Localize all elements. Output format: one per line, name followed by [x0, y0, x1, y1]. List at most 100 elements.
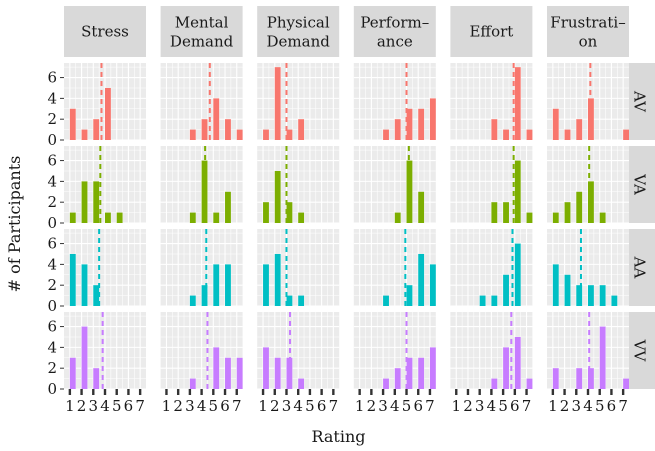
- histogram-panel: [353, 312, 436, 390]
- histogram-bar: [503, 274, 509, 306]
- histogram-bar: [429, 347, 436, 389]
- histogram-bar: [588, 181, 594, 223]
- facet-panels: [64, 63, 629, 390]
- histogram-panel: [64, 146, 146, 224]
- histogram-bar: [576, 285, 583, 306]
- histogram-bar: [503, 202, 509, 223]
- histogram-bar: [274, 170, 281, 223]
- x-tick-label: 7: [135, 397, 145, 415]
- x-tick-label: 2: [270, 397, 280, 415]
- y-tick-label: 0: [47, 380, 57, 398]
- x-tick-label: 3: [378, 397, 388, 415]
- x-tick-label: 1: [548, 397, 558, 415]
- histogram-panel: [547, 312, 629, 390]
- histogram-bar: [491, 378, 498, 389]
- histogram-bar: [105, 212, 111, 223]
- histogram-bar: [406, 285, 413, 306]
- histogram-bar: [514, 243, 521, 306]
- histogram-bar: [286, 129, 293, 140]
- x-tick-label: 4: [583, 397, 593, 415]
- y-axis-title: # of Participants: [5, 156, 24, 293]
- histogram-bar: [116, 212, 123, 223]
- histogram-bar: [236, 357, 243, 389]
- histogram-panel: [160, 146, 243, 224]
- x-tick-label: 4: [197, 397, 207, 415]
- histogram-bar: [263, 129, 269, 140]
- histogram-panel: [257, 63, 340, 141]
- histogram-bar: [491, 202, 498, 223]
- histogram-bar: [576, 368, 583, 389]
- y-tick-label: 2: [47, 193, 57, 211]
- histogram-bar: [81, 181, 88, 223]
- histogram-bar: [383, 295, 389, 306]
- histogram-panel: [257, 229, 340, 307]
- histogram-bar: [225, 191, 231, 223]
- histogram-bar: [93, 368, 100, 389]
- histogram-bar: [552, 108, 559, 140]
- histogram-panel: [353, 63, 436, 141]
- histogram-bar: [189, 295, 196, 306]
- x-tick-label: 6: [510, 397, 520, 415]
- facet-strip-top: Effort: [450, 6, 533, 57]
- histogram-bar: [491, 295, 498, 306]
- x-tick-label: 2: [77, 397, 87, 415]
- histogram-bar: [93, 285, 100, 306]
- y-tick-label: 4: [47, 338, 57, 356]
- histogram-bar: [526, 212, 533, 223]
- x-tick-label: 3: [89, 397, 99, 415]
- histogram-bar: [406, 108, 413, 140]
- histogram-bar: [564, 274, 571, 306]
- x-tick-label: 3: [282, 397, 292, 415]
- histogram-panel: [450, 229, 533, 307]
- histogram-bar: [599, 285, 606, 306]
- histogram-panel: [547, 63, 629, 141]
- y-tick-label: 6: [47, 69, 57, 87]
- histogram-bar: [274, 357, 281, 389]
- facet-strip-label: ance: [377, 33, 413, 51]
- facet-strip-label: Frustrati–: [550, 14, 625, 32]
- histogram-panel: [64, 63, 146, 141]
- histogram-bar: [576, 191, 583, 223]
- x-tick-label: 2: [560, 397, 570, 415]
- histogram-bar: [503, 347, 509, 389]
- histogram-bar: [552, 212, 559, 223]
- histogram-bar: [286, 295, 293, 306]
- histogram-bar: [93, 119, 100, 140]
- histogram-bar: [623, 378, 629, 389]
- histogram-bar: [81, 264, 88, 306]
- histogram-bar: [189, 129, 196, 140]
- histogram-bar: [599, 212, 606, 223]
- histogram-panel: [160, 229, 243, 307]
- histogram-bar: [406, 357, 413, 389]
- facet-column-strips: Stress MentalDemandPhysicalDemandPerform–…: [64, 6, 629, 57]
- histogram-bar: [189, 378, 196, 389]
- histogram-bar: [514, 160, 521, 223]
- histogram-panel: [353, 229, 436, 307]
- histogram-bar: [298, 212, 305, 223]
- x-tick-label: 1: [355, 397, 365, 415]
- y-tick-label: 4: [47, 89, 57, 107]
- histogram-bar: [81, 326, 88, 389]
- y-tick-label: 4: [47, 255, 57, 273]
- histogram-bar: [274, 253, 281, 306]
- histogram-bar: [213, 212, 220, 223]
- facet-strip-top: Perform–ance: [353, 6, 436, 57]
- x-tick-label: 3: [185, 397, 195, 415]
- histogram-bar: [394, 212, 401, 223]
- y-tick-label: 0: [47, 214, 57, 232]
- histogram-bar: [286, 202, 293, 223]
- facet-strip-label: VA: [631, 173, 649, 195]
- x-tick-label: 7: [329, 397, 339, 415]
- histogram-bar: [588, 368, 594, 389]
- histogram-bar: [576, 119, 583, 140]
- histogram-bar: [69, 108, 76, 140]
- facet-strip-label: Demand: [170, 33, 234, 51]
- y-tick-label: 6: [47, 152, 57, 170]
- x-tick-label: 5: [209, 397, 219, 415]
- histogram-bar: [429, 264, 436, 306]
- x-tick-label: 6: [317, 397, 327, 415]
- y-tick-label: 4: [47, 172, 57, 190]
- histogram-bar: [394, 368, 401, 389]
- histogram-bar: [418, 357, 425, 389]
